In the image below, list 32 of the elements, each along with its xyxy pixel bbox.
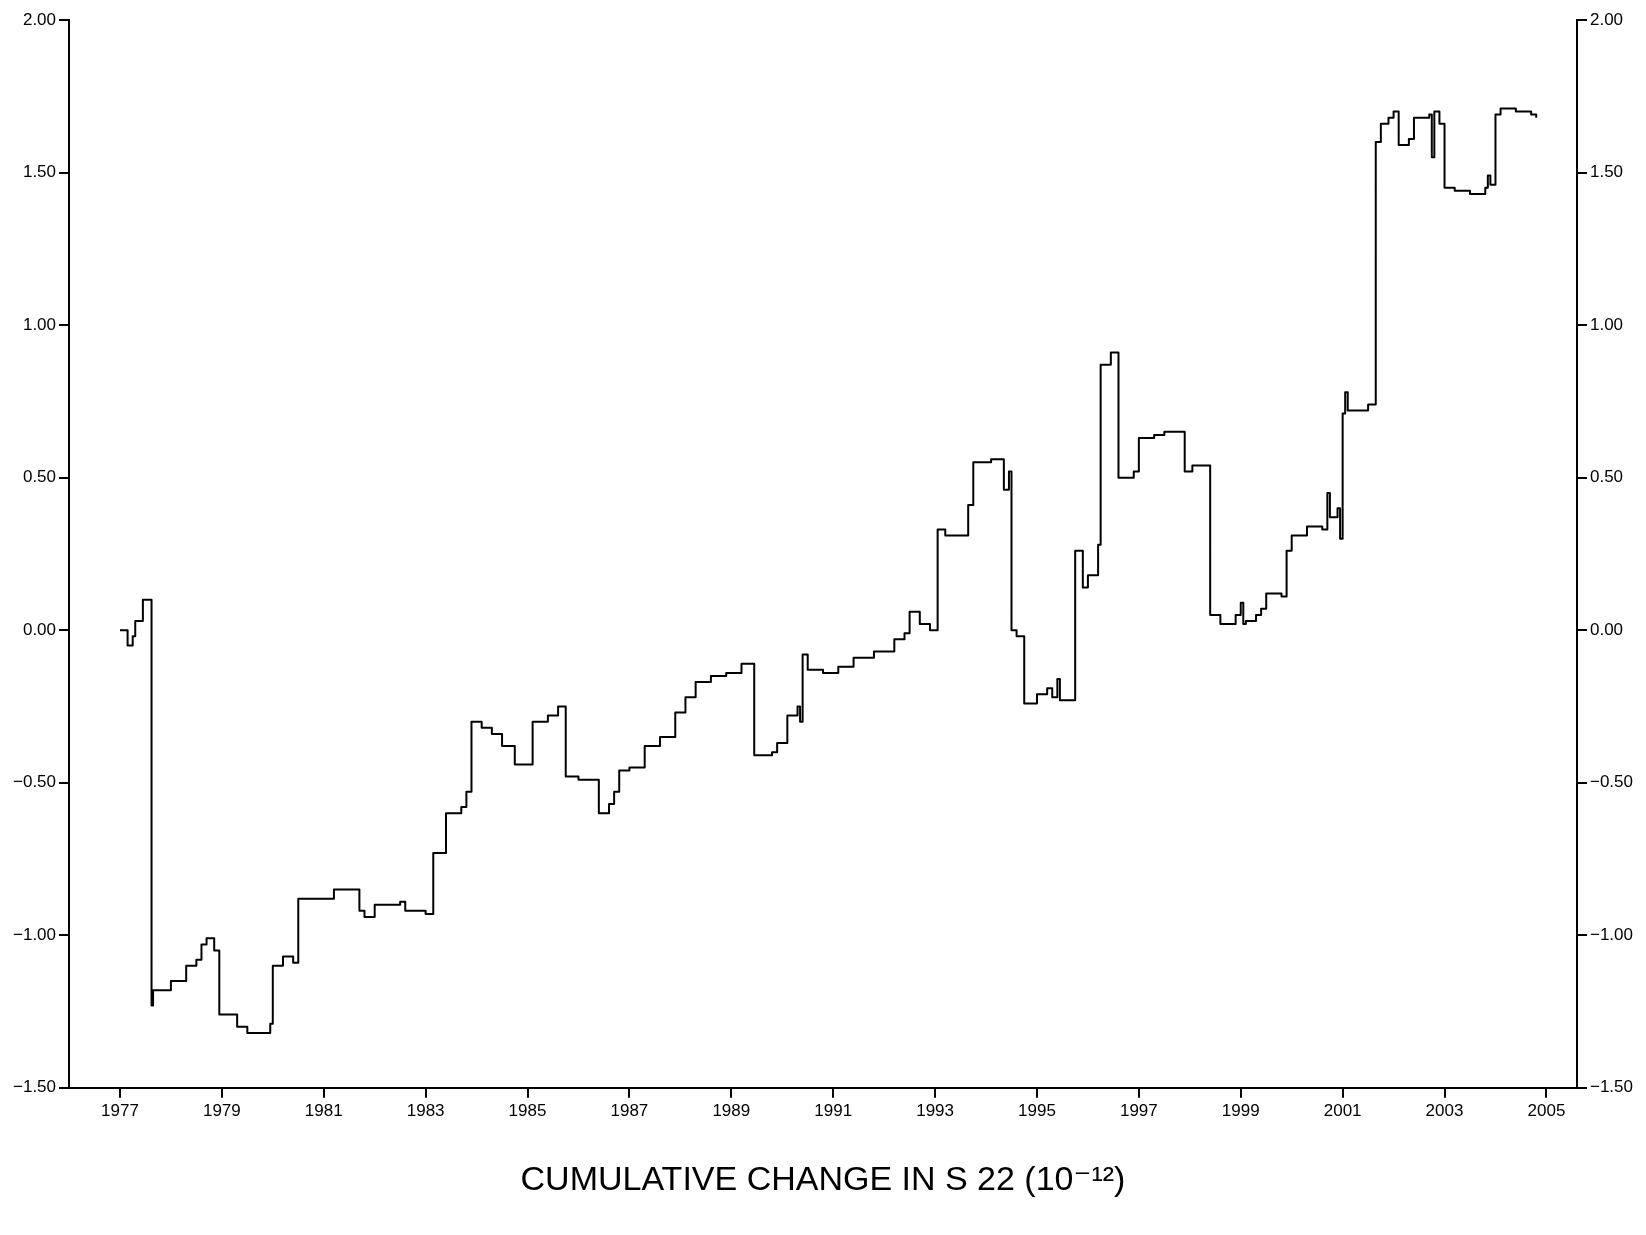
x-tick-label: 2005	[1527, 1100, 1566, 1120]
y2-tick-label: −1.50	[1589, 1077, 1633, 1097]
y-tick-label: 2.00	[22, 9, 57, 29]
y-tick-label: −1.00	[13, 924, 57, 944]
x-tick-label: 1999	[1221, 1100, 1260, 1120]
x-axis-title: CUMULATIVE CHANGE IN S 22 (10⁻¹²)	[520, 1158, 1126, 1197]
y2-tick-label: 1.00	[1589, 314, 1624, 334]
y-tick-label: 1.00	[22, 314, 57, 334]
x-tick-label: 1991	[814, 1100, 853, 1120]
y2-tick-label: 1.50	[1589, 162, 1624, 182]
y2-tick-label: −1.00	[1589, 924, 1633, 944]
x-tick-label: 2001	[1323, 1100, 1362, 1120]
x-tick-label: 1977	[101, 1100, 139, 1120]
y-tick-label: −0.50	[13, 772, 57, 792]
y2-tick-label: 0.50	[1589, 467, 1624, 487]
x-tick-label: 1987	[610, 1100, 649, 1120]
x-tick-label: 1981	[304, 1100, 343, 1120]
x-tick-label: 1983	[406, 1100, 445, 1120]
x-tick-label: 2003	[1425, 1100, 1464, 1120]
y-tick-label: 0.50	[22, 467, 57, 487]
x-tick-label: 1993	[916, 1100, 954, 1120]
x-tick-label: 1997	[1119, 1100, 1158, 1120]
x-tick-label: 1989	[712, 1100, 751, 1120]
y-tick-label: 1.50	[22, 162, 57, 182]
y2-tick-label: 0.00	[1589, 619, 1624, 639]
y2-tick-label: 2.00	[1589, 9, 1624, 29]
y2-tick-label: −0.50	[1589, 772, 1633, 792]
y-tick-label: −1.50	[13, 1077, 57, 1097]
x-tick-label: 1995	[1018, 1100, 1056, 1120]
x-tick-label: 1979	[202, 1100, 241, 1120]
y-tick-label: 0.00	[22, 619, 57, 639]
x-tick-label: 1985	[508, 1100, 547, 1120]
